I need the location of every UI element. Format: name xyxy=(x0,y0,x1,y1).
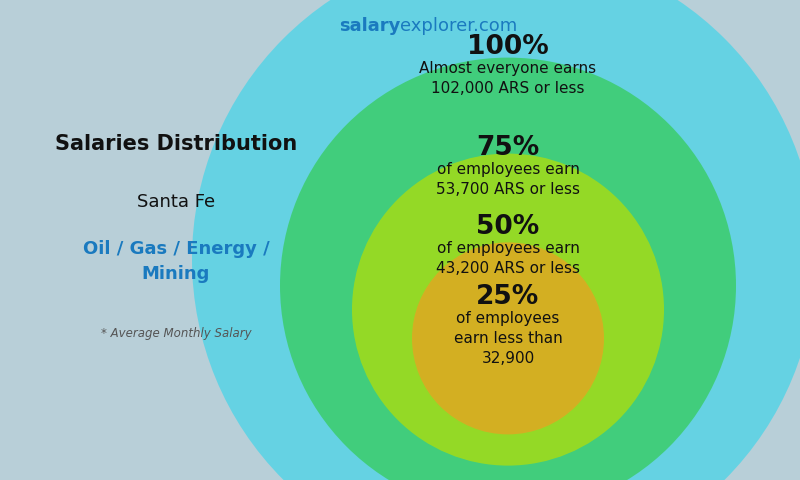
Text: 100%: 100% xyxy=(467,34,549,60)
Text: Santa Fe: Santa Fe xyxy=(137,192,215,211)
Text: of employees earn
53,700 ARS or less: of employees earn 53,700 ARS or less xyxy=(436,162,580,197)
Text: Oil / Gas / Energy /
Mining: Oil / Gas / Energy / Mining xyxy=(82,240,270,283)
Text: Almost everyone earns
102,000 ARS or less: Almost everyone earns 102,000 ARS or les… xyxy=(419,61,597,96)
Ellipse shape xyxy=(352,154,664,466)
Text: 25%: 25% xyxy=(476,284,540,310)
Text: explorer.com: explorer.com xyxy=(400,17,518,35)
Text: 50%: 50% xyxy=(476,214,540,240)
Ellipse shape xyxy=(412,242,604,434)
Text: of employees earn
43,200 ARS or less: of employees earn 43,200 ARS or less xyxy=(436,241,580,276)
Ellipse shape xyxy=(192,0,800,480)
Text: * Average Monthly Salary: * Average Monthly Salary xyxy=(101,327,251,340)
Text: 75%: 75% xyxy=(476,135,540,161)
Ellipse shape xyxy=(280,58,736,480)
Text: Salaries Distribution: Salaries Distribution xyxy=(55,134,297,154)
Text: of employees
earn less than
32,900: of employees earn less than 32,900 xyxy=(454,311,562,366)
Text: salary: salary xyxy=(338,17,400,35)
